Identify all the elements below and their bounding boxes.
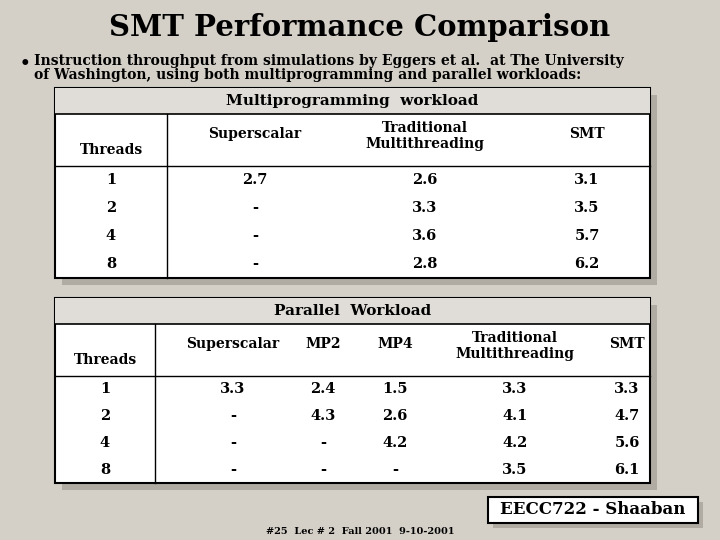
Text: -: - <box>230 463 236 477</box>
Text: 4.2: 4.2 <box>382 436 408 450</box>
Text: SMT Performance Comparison: SMT Performance Comparison <box>109 14 611 43</box>
Bar <box>488 497 698 523</box>
Text: 2.6: 2.6 <box>413 173 438 187</box>
Text: 3.1: 3.1 <box>575 173 600 187</box>
Text: Multithreading: Multithreading <box>456 347 575 361</box>
Text: 3.3: 3.3 <box>220 382 246 396</box>
Text: 2: 2 <box>100 409 110 423</box>
Text: Threads: Threads <box>79 143 143 157</box>
Text: Instruction throughput from simulations by Eggers et al.  at The University: Instruction throughput from simulations … <box>34 54 624 68</box>
Text: 2.6: 2.6 <box>382 409 408 423</box>
Text: -: - <box>320 436 326 450</box>
Text: 4: 4 <box>100 436 110 450</box>
Bar <box>55 88 650 114</box>
Text: 1: 1 <box>106 173 116 187</box>
Text: 3.3: 3.3 <box>614 382 639 396</box>
Bar <box>55 88 650 278</box>
Text: 4.2: 4.2 <box>503 436 528 450</box>
Text: 3.5: 3.5 <box>575 201 600 215</box>
Text: 2.4: 2.4 <box>310 382 336 396</box>
Text: •: • <box>20 55 31 72</box>
Text: 4.1: 4.1 <box>503 409 528 423</box>
Text: -: - <box>230 436 236 450</box>
Text: -: - <box>392 463 398 477</box>
Text: Parallel  Workload: Parallel Workload <box>274 304 431 318</box>
Text: Superscalar: Superscalar <box>186 337 279 351</box>
Text: 1.5: 1.5 <box>382 382 408 396</box>
Text: EECC722 - Shaaban: EECC722 - Shaaban <box>500 502 685 518</box>
Text: 1: 1 <box>100 382 110 396</box>
Text: MP4: MP4 <box>377 337 413 351</box>
Bar <box>55 298 650 324</box>
Text: -: - <box>252 201 258 215</box>
Text: of Washington, using both multiprogramming and parallel workloads:: of Washington, using both multiprogrammi… <box>34 68 581 82</box>
Text: -: - <box>252 257 258 271</box>
Text: 4: 4 <box>106 229 116 243</box>
Text: Multiprogramming  workload: Multiprogramming workload <box>226 94 479 108</box>
Bar <box>55 298 650 483</box>
Text: -: - <box>252 229 258 243</box>
Text: 3.3: 3.3 <box>413 201 438 215</box>
Text: #25  Lec # 2  Fall 2001  9-10-2001: #25 Lec # 2 Fall 2001 9-10-2001 <box>266 526 454 536</box>
Text: 4.7: 4.7 <box>614 409 639 423</box>
Text: MP2: MP2 <box>305 337 341 351</box>
Text: 2: 2 <box>106 201 116 215</box>
Text: Threads: Threads <box>73 353 137 367</box>
Text: 2.8: 2.8 <box>413 257 438 271</box>
Bar <box>62 305 657 490</box>
Text: 4.3: 4.3 <box>310 409 336 423</box>
Text: Traditional: Traditional <box>472 331 558 345</box>
Text: SMT: SMT <box>609 337 645 351</box>
Text: 8: 8 <box>106 257 116 271</box>
Text: Traditional: Traditional <box>382 121 468 135</box>
Text: 8: 8 <box>100 463 110 477</box>
Text: 3.5: 3.5 <box>503 463 528 477</box>
Text: 5.7: 5.7 <box>575 229 600 243</box>
Text: 6.1: 6.1 <box>614 463 639 477</box>
Bar <box>493 502 703 528</box>
Text: -: - <box>230 409 236 423</box>
Text: Superscalar: Superscalar <box>208 127 302 141</box>
Text: 5.6: 5.6 <box>614 436 639 450</box>
Text: 3.3: 3.3 <box>503 382 528 396</box>
Text: 6.2: 6.2 <box>575 257 600 271</box>
Text: SMT: SMT <box>570 127 605 141</box>
Text: Multithreading: Multithreading <box>366 137 485 151</box>
Text: 2.7: 2.7 <box>243 173 268 187</box>
Text: -: - <box>320 463 326 477</box>
Text: 3.6: 3.6 <box>413 229 438 243</box>
Bar <box>62 95 657 285</box>
